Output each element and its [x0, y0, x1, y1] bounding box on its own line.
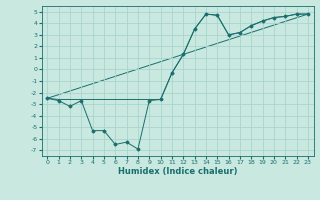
- X-axis label: Humidex (Indice chaleur): Humidex (Indice chaleur): [118, 167, 237, 176]
